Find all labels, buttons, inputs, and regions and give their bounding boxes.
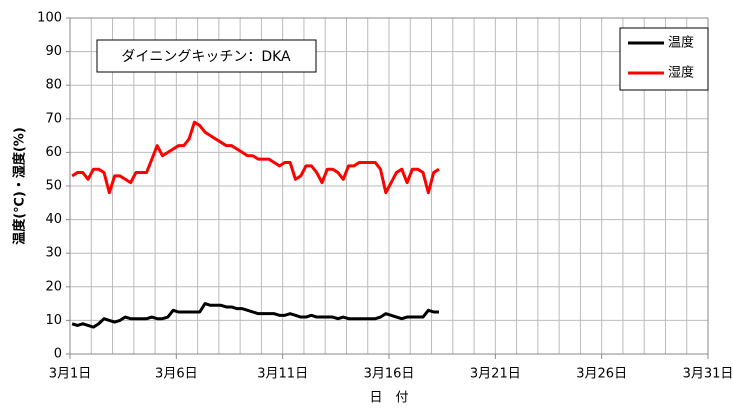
y-tick-label: 0	[54, 347, 62, 362]
y-tick-label: 20	[45, 279, 62, 294]
y-tick-label: 50	[45, 179, 62, 194]
y-tick-label: 30	[45, 246, 62, 261]
x-tick-label: 3月21日	[470, 367, 521, 382]
line-series	[71, 120, 440, 195]
line-series	[71, 302, 439, 329]
x-tick-label: 3月16日	[364, 367, 415, 382]
y-tick-label: 60	[45, 145, 62, 160]
y-tick-label: 90	[45, 44, 62, 59]
series	[71, 120, 440, 329]
grid	[69, 17, 709, 355]
annotation-box	[96, 39, 317, 73]
y-tick-label: 100	[37, 11, 62, 26]
x-axis-label: 日 付	[369, 391, 408, 406]
x-tick-label: 3月1日	[49, 367, 92, 382]
legend-label: 湿度	[668, 65, 694, 81]
y-tick-label: 80	[45, 78, 62, 93]
x-tick-label: 3月26日	[576, 367, 627, 382]
legend	[619, 27, 709, 91]
y-tick-label: 10	[45, 313, 62, 328]
y-axis-label: 温度(℃)・湿度(%)	[12, 127, 28, 245]
x-tick-label: 3月6日	[155, 367, 198, 382]
y-tick-label: 70	[45, 111, 62, 126]
y-tick-label: 40	[45, 212, 62, 227]
annotation: ダイニングキッチン：DKA	[121, 49, 291, 65]
x-tick-label: 3月11日	[257, 367, 308, 382]
x-tick-label: 3月31日	[683, 367, 733, 382]
legend-label: 温度	[668, 35, 694, 51]
